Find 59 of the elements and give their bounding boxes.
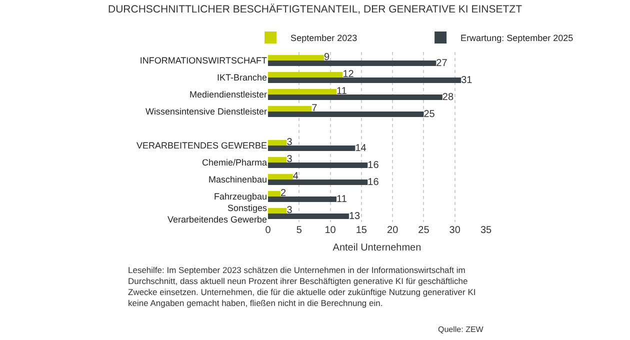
x-axis-title: Anteil Unternehmen <box>332 242 422 254</box>
data-label: 16 <box>368 160 380 171</box>
data-label: 3 <box>286 205 293 216</box>
data-label: 11 <box>336 194 348 205</box>
bar <box>268 60 436 66</box>
data-label: 4 <box>292 171 299 182</box>
bar <box>268 196 337 202</box>
legend-label: September 2023 <box>290 33 358 44</box>
y-tick-label: INFORMATIONSWIRTSCHAFT <box>140 56 268 66</box>
data-label: 2 <box>280 188 286 200</box>
data-label: 11 <box>336 86 348 98</box>
bar <box>268 88 337 94</box>
x-tick-label: 35 <box>480 225 492 236</box>
bar <box>268 146 356 152</box>
bar <box>268 190 280 196</box>
bar <box>268 78 462 84</box>
x-tick-label: 10 <box>324 225 336 236</box>
data-label: 31 <box>461 74 473 86</box>
data-label: 3 <box>286 137 293 148</box>
data-label: 28 <box>442 92 454 103</box>
data-label: 7 <box>312 103 318 114</box>
bar <box>268 174 293 180</box>
x-tick-label: 15 <box>356 225 368 236</box>
bar <box>268 208 287 214</box>
y-tick-label: Wissensintensive Dienstleister <box>145 106 267 117</box>
legend-label: Erwartung: September 2025 <box>460 33 574 44</box>
chart-title: DURCHSCHNITTLICHER BESCHÄFTIGTENANTEIL, DER GENERATIVE KI EINSETZT <box>108 3 523 16</box>
data-label: 27 <box>436 58 448 69</box>
data-label: 16 <box>368 176 380 188</box>
bar <box>268 162 368 168</box>
x-tick-label: 20 <box>387 225 399 236</box>
x-tick-label: 0 <box>265 225 272 236</box>
x-tick-label: 5 <box>296 225 302 236</box>
y-tick-label: IKT-Branche <box>216 72 267 83</box>
y-tick-label: Chemie/Pharma <box>202 158 267 168</box>
bar <box>268 140 287 146</box>
y-tick-label: Mediendienstleister <box>189 90 267 100</box>
bar <box>268 106 312 112</box>
data-label: 14 <box>355 142 367 154</box>
text: Lesehilfe: Im September 2023 schätzen die Unternehmen in der Informationswirtschaft im Durchschnitt, dass aktuell neun Prozent ihrer Beschäftigten generative KI für geschäftliche Zwecke einsetzen. Unternehmen, die für die aktuelle oder zukünftige Nutzung generativer KI keine Angaben gemacht haben, fließen nicht in die Berechnung ein. <box>128 265 476 308</box>
bar <box>268 156 287 162</box>
data-label: 13 <box>348 210 361 222</box>
y-tick-label: Sonstiges Verarbeitendes Gewerbe <box>167 202 268 224</box>
data-label: 25 <box>424 108 436 120</box>
bar <box>268 72 343 78</box>
x-tick-label: 25 <box>418 225 430 236</box>
data-label: 12 <box>342 69 354 80</box>
y-tick-label: VERARBEITENDES GEWERBE <box>136 140 267 151</box>
bar <box>268 112 424 118</box>
x-tick-label: 30 <box>449 225 461 236</box>
bar <box>268 180 368 186</box>
source-note: Quelle: ZEW <box>438 325 484 334</box>
y-tick-label: Maschinenbau <box>208 174 267 185</box>
bar <box>268 94 442 100</box>
data-label: 3 <box>286 154 293 166</box>
data-label: 9 <box>324 52 330 64</box>
bar <box>268 214 349 220</box>
y-tick-label: Fahrzeugbau <box>214 192 267 202</box>
bar <box>268 54 324 60</box>
